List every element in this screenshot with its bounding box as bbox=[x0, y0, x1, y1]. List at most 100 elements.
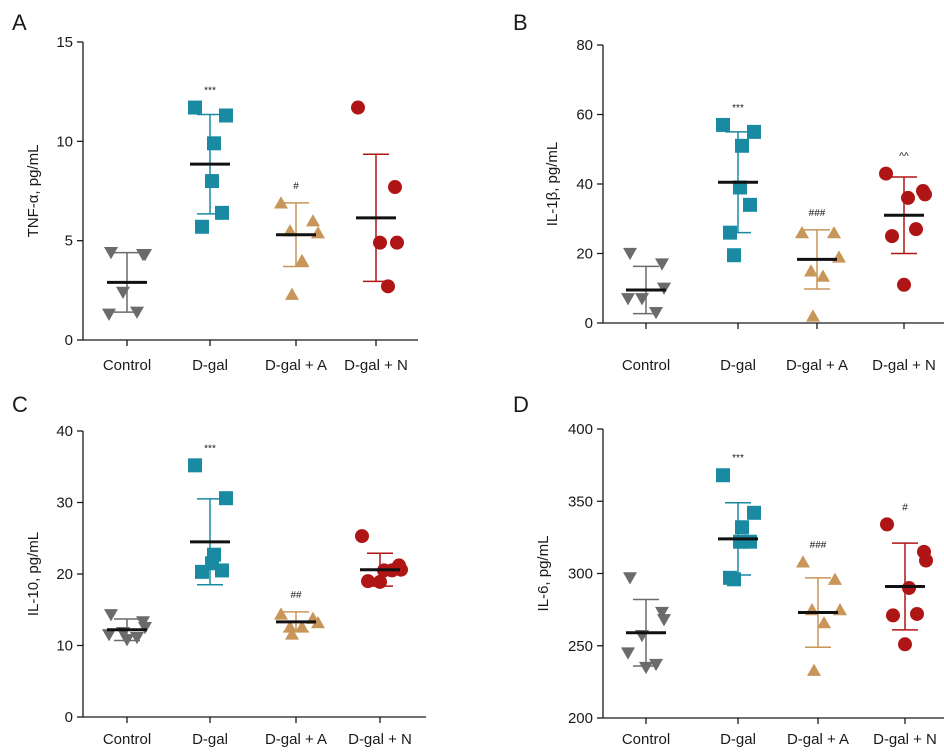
data-point bbox=[880, 517, 894, 532]
data-point bbox=[716, 468, 730, 483]
y-tick-label: 0 bbox=[585, 315, 593, 332]
y-tick-label: 400 bbox=[568, 421, 593, 438]
data-point bbox=[355, 529, 369, 544]
x-category-label: D-gal + N bbox=[872, 357, 936, 374]
data-point bbox=[639, 661, 653, 675]
data-point bbox=[655, 258, 669, 271]
data-point bbox=[828, 572, 842, 585]
data-point bbox=[361, 574, 375, 589]
x-category-label: D-gal + A bbox=[787, 731, 849, 748]
y-tick-label: 10 bbox=[56, 638, 73, 655]
y-tick-label: 20 bbox=[576, 246, 593, 263]
x-category-label: Control bbox=[622, 357, 670, 374]
data-point bbox=[120, 634, 134, 647]
data-point bbox=[743, 197, 757, 212]
data-point bbox=[901, 190, 915, 205]
x-category-label: D-gal + N bbox=[348, 731, 412, 748]
data-point bbox=[649, 306, 663, 320]
data-point bbox=[116, 286, 130, 299]
data-point bbox=[295, 620, 309, 633]
group-3: # bbox=[880, 502, 933, 652]
data-point bbox=[373, 235, 387, 250]
data-point bbox=[898, 637, 912, 652]
data-point bbox=[806, 309, 820, 322]
data-point bbox=[621, 647, 635, 660]
data-point bbox=[274, 607, 288, 620]
data-point bbox=[655, 606, 669, 620]
data-point bbox=[716, 117, 730, 132]
group-0 bbox=[102, 609, 152, 647]
data-point bbox=[388, 180, 402, 195]
data-point bbox=[886, 608, 900, 623]
data-point bbox=[102, 629, 116, 642]
x-category-label: Control bbox=[103, 731, 151, 748]
data-point bbox=[195, 564, 209, 579]
data-point bbox=[219, 491, 233, 506]
data-point bbox=[351, 100, 365, 115]
panel-letter: B bbox=[513, 10, 528, 35]
data-point bbox=[897, 277, 911, 292]
group-2: ### bbox=[795, 208, 846, 322]
y-tick-label: 30 bbox=[56, 495, 73, 512]
data-point bbox=[796, 555, 810, 568]
data-point bbox=[104, 246, 118, 260]
x-category-label: D-gal + N bbox=[873, 731, 937, 748]
significance-label: # bbox=[902, 502, 908, 513]
y-axis-title: IL-6, pg/mL bbox=[535, 536, 552, 612]
data-point bbox=[215, 563, 229, 578]
data-point bbox=[621, 293, 635, 306]
x-category-label: D-gal + A bbox=[265, 357, 327, 374]
y-axis-title: IL-10, pg/mL bbox=[25, 532, 42, 616]
group-1: *** bbox=[188, 86, 233, 234]
data-point bbox=[727, 248, 741, 263]
y-tick-label: 350 bbox=[568, 493, 593, 510]
data-point bbox=[635, 293, 649, 306]
data-point bbox=[311, 226, 325, 239]
data-point bbox=[283, 620, 297, 633]
data-point bbox=[390, 235, 404, 250]
significance-label: *** bbox=[204, 443, 216, 454]
panel-letter: A bbox=[12, 10, 27, 35]
data-point bbox=[205, 174, 219, 189]
y-tick-label: 5 bbox=[65, 233, 73, 250]
x-category-label: Control bbox=[622, 731, 670, 748]
data-point bbox=[735, 520, 749, 535]
group-0 bbox=[621, 572, 671, 675]
group-3 bbox=[355, 529, 408, 589]
data-point bbox=[817, 615, 831, 629]
y-tick-label: 0 bbox=[65, 709, 73, 726]
data-point bbox=[743, 534, 757, 549]
data-point bbox=[657, 614, 671, 627]
y-axis-title: TNF-α, pg/mL bbox=[25, 145, 42, 238]
data-point bbox=[795, 226, 809, 239]
significance-label: *** bbox=[204, 86, 216, 97]
data-point bbox=[306, 214, 320, 227]
data-point bbox=[102, 308, 116, 321]
group-1: *** bbox=[716, 453, 761, 587]
y-axis-title: IL-1β, pg/mL bbox=[544, 142, 561, 227]
data-point bbox=[138, 622, 152, 635]
data-point bbox=[207, 136, 221, 151]
group-0 bbox=[621, 247, 671, 320]
data-point bbox=[723, 225, 737, 240]
group-2: ## bbox=[274, 590, 325, 640]
data-point bbox=[816, 269, 830, 282]
significance-label: ^^ bbox=[899, 152, 909, 163]
significance-label: ### bbox=[809, 208, 826, 219]
data-point bbox=[879, 166, 893, 181]
significance-label: # bbox=[293, 181, 299, 192]
chart-panel-b: B 0 20 40 60 80 IL-1β, pg/mL Control D-gal D-gal … bbox=[513, 10, 944, 374]
data-point bbox=[215, 205, 229, 220]
y-tick-label: 80 bbox=[576, 37, 593, 54]
data-point bbox=[747, 124, 761, 139]
data-point bbox=[295, 253, 309, 267]
chart-panel-d: D 200 250 300 350 400 IL-6, pg/mL Control D-gal D… bbox=[513, 392, 944, 748]
panel-letter: C bbox=[12, 392, 28, 417]
panel-letter: D bbox=[513, 392, 529, 417]
y-tick-label: 40 bbox=[576, 176, 593, 193]
group-1: *** bbox=[188, 443, 233, 586]
data-point bbox=[623, 247, 637, 261]
data-point bbox=[130, 632, 144, 645]
data-point bbox=[130, 306, 144, 319]
data-point bbox=[381, 279, 395, 294]
